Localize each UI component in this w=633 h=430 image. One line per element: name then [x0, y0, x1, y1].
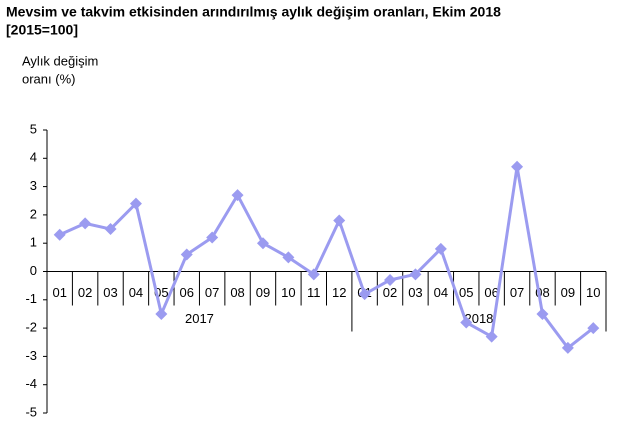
data-point: [307, 268, 320, 281]
data-point: [231, 189, 244, 202]
x-tick-label: 04: [129, 285, 143, 300]
data-point: [79, 217, 92, 230]
x-tick-label: 11: [307, 285, 321, 300]
y-tick-label: 3: [30, 178, 37, 193]
chart-title: Mevsim ve takvim etkisinden arındırılmış…: [6, 4, 501, 20]
x-tick-label: 06: [180, 285, 194, 300]
x-tick-label: 09: [561, 285, 575, 300]
data-point: [485, 330, 498, 343]
data-point: [511, 160, 524, 173]
x-tick-label: 02: [383, 285, 397, 300]
data-point: [409, 268, 422, 281]
data-point: [53, 228, 66, 241]
x-tick-label: 06: [484, 285, 498, 300]
y-tick-label: -1: [25, 291, 37, 306]
y-tick-label: 1: [30, 235, 37, 250]
data-point: [104, 223, 117, 236]
data-line: [59, 165, 595, 350]
data-point: [129, 197, 142, 210]
data-point: [206, 231, 219, 244]
x-tick-label: 07: [510, 285, 524, 300]
data-point: [358, 288, 371, 301]
y-tick-label: 5: [30, 121, 37, 136]
y-tick-label: 2: [30, 206, 37, 221]
x-tick-label: 12: [332, 285, 346, 300]
x-tick-label: 03: [103, 285, 117, 300]
y-tick-label: -4: [25, 376, 37, 391]
x-tick-label: 10: [586, 285, 600, 300]
data-point: [180, 248, 193, 261]
x-tick-label: 05: [459, 285, 473, 300]
y-tick-label: -3: [25, 348, 37, 363]
data-point: [282, 251, 295, 264]
group-label: 2017: [185, 311, 214, 326]
x-tick-label: 04: [434, 285, 448, 300]
x-tick-label: 09: [256, 285, 270, 300]
data-point: [155, 307, 168, 320]
x-tick-label: 01: [52, 285, 66, 300]
x-tick-label: 02: [78, 285, 92, 300]
y-tick-label: 0: [30, 263, 37, 278]
y-tick-label: 4: [30, 150, 37, 165]
data-point: [384, 273, 397, 286]
x-tick-label: 10: [281, 285, 295, 300]
x-tick-label: 03: [408, 285, 422, 300]
data-point: [460, 316, 473, 329]
x-tick-label: 08: [230, 285, 244, 300]
data-point: [536, 307, 549, 320]
y-axis-label: Aylık değişim: [22, 53, 98, 68]
data-point: [561, 341, 574, 354]
y-tick-label: -2: [25, 320, 37, 335]
data-point: [587, 322, 600, 335]
data-point: [434, 242, 447, 255]
data-point: [333, 214, 346, 227]
chart-subtitle: [2015=100]: [6, 22, 78, 38]
y-tick-label: -5: [25, 404, 37, 419]
y-axis-label: oranı (%): [22, 71, 75, 86]
x-tick-label: 07: [205, 285, 219, 300]
data-point: [256, 237, 269, 250]
